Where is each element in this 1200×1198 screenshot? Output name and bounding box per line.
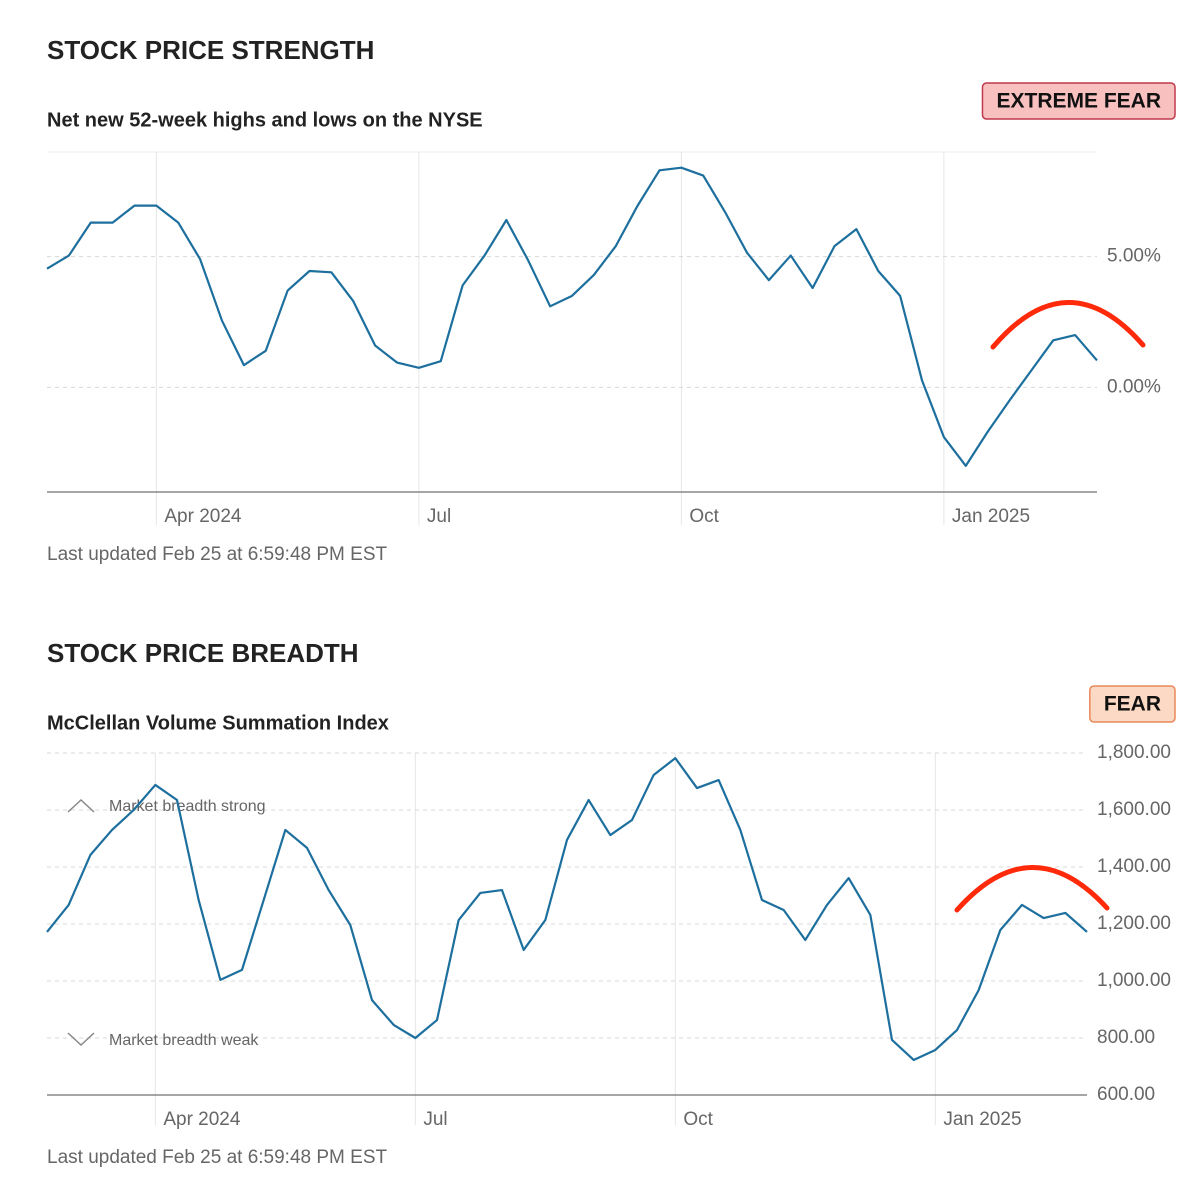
- chart-subtitle: McClellan Volume Summation Index: [47, 712, 389, 734]
- x-tick-label: Apr 2024: [163, 1109, 241, 1130]
- section-title: STOCK PRICE BREADTH: [47, 638, 359, 668]
- badge: [981, 82, 1176, 120]
- annotation-chevron: [67, 1032, 95, 1047]
- x-tick-label: Oct: [683, 1109, 713, 1130]
- x-tick-label: Jan 2025: [952, 506, 1030, 527]
- badge-label: EXTREME FEAR: [996, 90, 1161, 113]
- highlight-arc: [954, 865, 1110, 913]
- x-tick-label: Jul: [427, 506, 451, 527]
- y-tick-label: 1,000.00: [1097, 970, 1171, 991]
- x-tick-label: Apr 2024: [164, 506, 242, 527]
- x-tick-label: Oct: [689, 506, 719, 527]
- y-tick-label: 5.00%: [1107, 246, 1161, 267]
- chart-subtitle: Net new 52-week highs and lows on the NY…: [47, 109, 483, 131]
- badge-label: FEAR: [1104, 693, 1161, 716]
- footnote: Last updated Feb 25 at 6:59:48 PM EST: [47, 544, 388, 565]
- y-tick-label: 1,400.00: [1097, 856, 1171, 877]
- annotation: Market breadth strong: [109, 798, 266, 815]
- footnote: Last updated Feb 25 at 6:59:48 PM EST: [47, 1147, 388, 1168]
- highlight-arc: [990, 300, 1146, 350]
- y-tick-label: 0.00%: [1107, 376, 1161, 397]
- y-tick-label: 1,600.00: [1097, 799, 1171, 820]
- annotation-chevron: [67, 798, 95, 813]
- badge: [1089, 685, 1176, 723]
- x-tick-label: Jan 2025: [943, 1109, 1021, 1130]
- y-tick-label: 800.00: [1097, 1027, 1155, 1048]
- y-tick-label: 1,200.00: [1097, 913, 1171, 934]
- section-title: STOCK PRICE STRENGTH: [47, 35, 374, 65]
- data-line: [46, 166, 1098, 467]
- y-tick-label: 600.00: [1097, 1084, 1155, 1105]
- y-tick-label: 1,800.00: [1097, 742, 1171, 763]
- data-line: [46, 757, 1088, 1062]
- x-tick-label: Jul: [423, 1109, 447, 1130]
- annotation: Market breadth weak: [109, 1032, 259, 1049]
